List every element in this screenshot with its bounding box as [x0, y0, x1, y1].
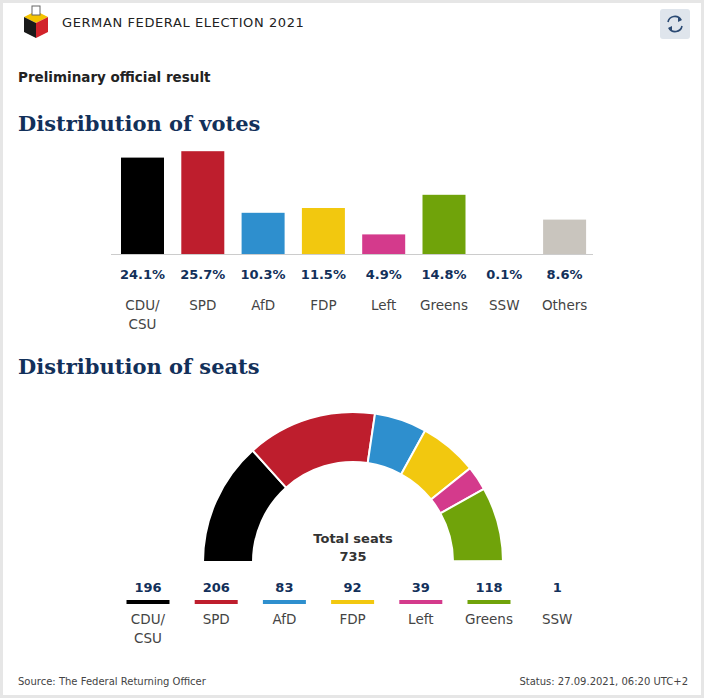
bar [181, 151, 224, 254]
seat-segment [253, 412, 375, 488]
page: GERMAN FEDERAL ELECTION 2021 Preliminary … [0, 0, 704, 698]
source: Source: The Federal Returning Officer [18, 676, 207, 687]
subtitle: Preliminary official result [18, 69, 211, 85]
bar [302, 208, 345, 254]
category-label: AfD [251, 297, 275, 313]
legend-swatch [468, 600, 511, 604]
logo-right [36, 17, 48, 38]
header-title: GERMAN FEDERAL ELECTION 2021 [62, 15, 304, 30]
baseline [111, 254, 593, 255]
category-label: CDU/CSU [125, 297, 160, 332]
semicircle [203, 412, 503, 562]
bar [423, 195, 466, 254]
category-label: Left [371, 297, 396, 313]
legend-value: 118 [475, 580, 502, 595]
logo [24, 6, 48, 38]
bar [121, 158, 164, 254]
legend-swatch [195, 600, 238, 604]
refresh-button[interactable] [660, 9, 690, 39]
legend-swatch [263, 600, 306, 604]
label-line: CSU [134, 630, 162, 646]
legend-swatch [331, 600, 374, 604]
logo-ballot [32, 6, 40, 15]
legend-value: 92 [344, 580, 362, 595]
legend-value: 206 [203, 580, 230, 595]
total-value: 735 [339, 549, 366, 564]
legend-label: SPD [203, 611, 230, 627]
legend-label: CDU/CSU [131, 611, 166, 646]
legend-value: 39 [412, 580, 430, 595]
total-label: Total seats [313, 531, 393, 546]
frame [2, 2, 703, 697]
legend-label: FDP [339, 611, 365, 627]
data-label: 8.6% [547, 267, 583, 282]
seat-segment [453, 560, 503, 563]
chart-title: Distribution of seats [18, 354, 260, 379]
label-line: CDU/ [131, 611, 166, 627]
category-label: Others [542, 297, 587, 313]
bars [121, 151, 586, 254]
legend-swatch [536, 600, 579, 604]
refresh-arrows [668, 17, 682, 31]
legend-label: AfD [272, 611, 296, 627]
status: Status: 27.09.2021, 06:20 UTC+2 [519, 676, 688, 687]
legend-swatch [127, 600, 170, 604]
label-line: CSU [129, 316, 157, 332]
data-label: 25.7% [180, 267, 225, 282]
category-label: FDP [310, 297, 336, 313]
legend-label: SSW [542, 611, 573, 627]
category-label: SSW [489, 297, 520, 313]
bar [483, 253, 526, 254]
legend-value: 1 [553, 580, 562, 595]
data-label: 11.5% [301, 267, 346, 282]
chart-title: Distribution of votes [18, 111, 260, 136]
legend-label: Greens [465, 611, 513, 627]
data-label: 24.1% [120, 267, 165, 282]
legend-value: 83 [275, 580, 293, 595]
data-label: 10.3% [241, 267, 286, 282]
seat-segment [440, 489, 503, 562]
category-label: SPD [189, 297, 216, 313]
refresh-icon [668, 16, 682, 31]
refresh-bg[interactable] [660, 9, 690, 39]
legend-label: Left [408, 611, 433, 627]
data-label: 14.8% [421, 267, 466, 282]
legend-value: 196 [134, 580, 161, 595]
data-label: 0.1% [486, 267, 522, 282]
bar [242, 213, 285, 254]
label-line: CDU/ [125, 297, 160, 313]
category-label: Greens [420, 297, 468, 313]
bar [543, 220, 586, 254]
data-label: 4.9% [366, 267, 402, 282]
bar [362, 234, 405, 254]
logo-left [24, 17, 36, 38]
legend-swatch [399, 600, 442, 604]
